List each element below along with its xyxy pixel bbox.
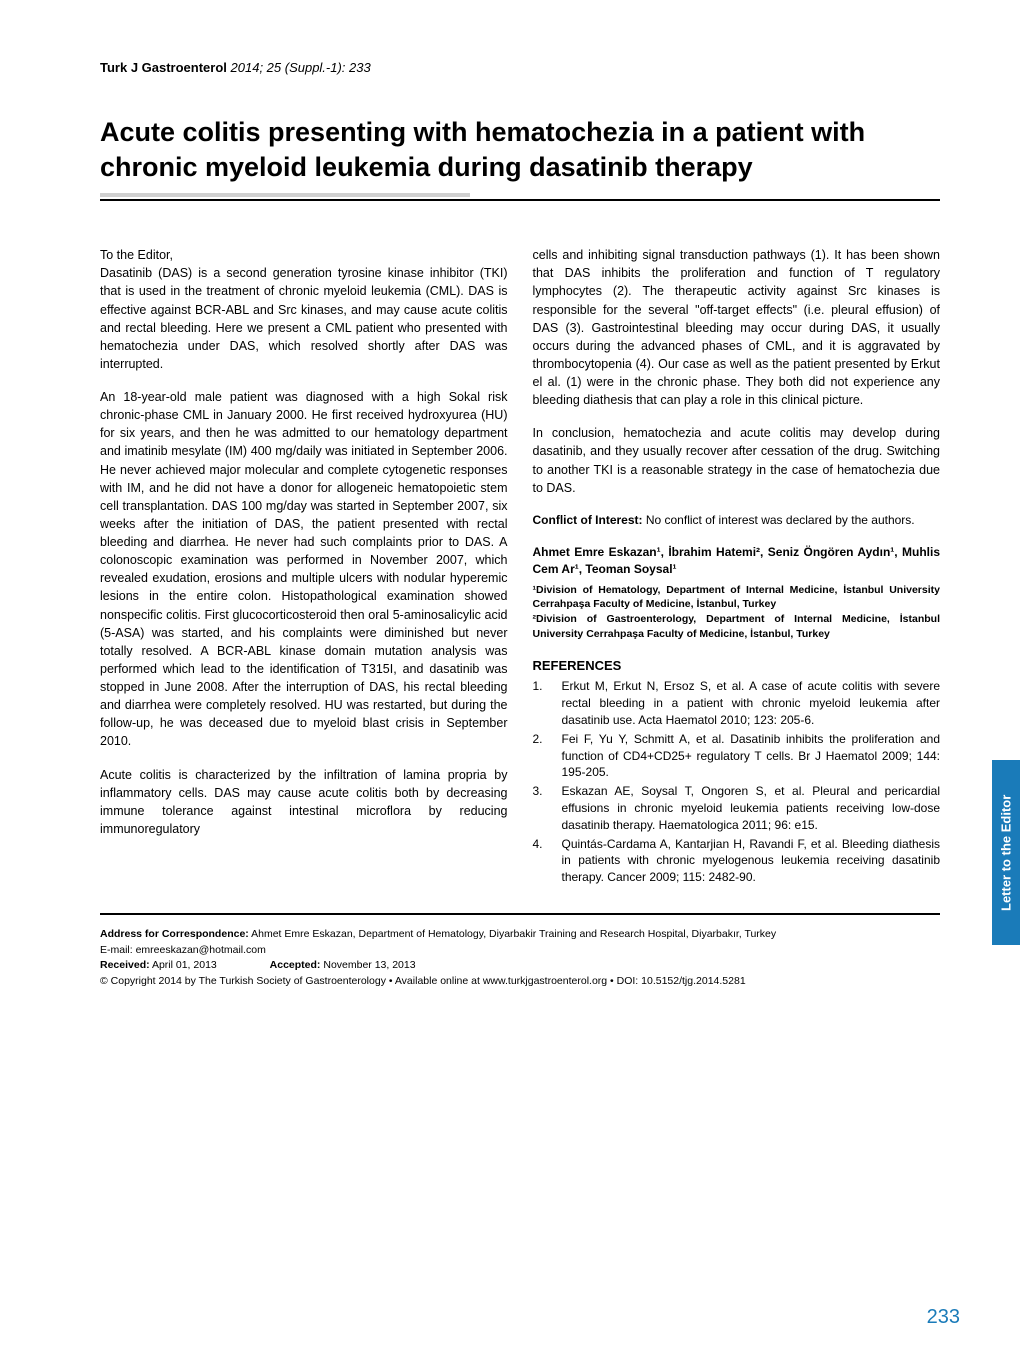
authors: Ahmet Emre Eskazan¹, İbrahim Hatemi², Se… — [533, 544, 941, 578]
title-separator — [100, 199, 940, 201]
paragraph-1: Dasatinib (DAS) is a second generation t… — [100, 264, 508, 373]
ref-num: 1. — [533, 678, 547, 728]
ref-num: 3. — [533, 783, 547, 833]
journal-info: 2014; 25 (Suppl.-1): 233 — [227, 60, 371, 75]
title-underline — [100, 193, 470, 197]
accepted-date: November 13, 2013 — [320, 959, 415, 971]
ref-num: 2. — [533, 731, 547, 781]
accepted-label: Accepted: — [270, 959, 321, 971]
copyright: © Copyright 2014 by The Turkish Society … — [100, 974, 940, 990]
journal-header: Turk J Gastroenterol 2014; 25 (Suppl.-1)… — [100, 60, 940, 75]
footer-separator — [100, 913, 940, 915]
salutation: To the Editor, — [100, 246, 508, 264]
journal-name: Turk J Gastroenterol — [100, 60, 227, 75]
page-number: 233 — [927, 1306, 960, 1329]
footer-email: E-mail: emreeskazan@hotmail.com — [100, 943, 940, 959]
conflict-text: No conflict of interest was declared by … — [643, 513, 915, 527]
ref-text: Eskazan AE, Soysal T, Ongoren S, et al. … — [562, 783, 941, 833]
paragraph-4: cells and inhibiting signal transduction… — [533, 246, 941, 409]
paragraph-2: An 18-year-old male patient was diagnose… — [100, 388, 508, 751]
affiliation-1: ¹Division of Hematology, Department of I… — [533, 583, 941, 612]
conflict-of-interest: Conflict of Interest: No conflict of int… — [533, 512, 941, 529]
references-list: 1. Erkut M, Erkut N, Ersoz S, et al. A c… — [533, 678, 941, 886]
ref-text: Quintás-Cardama A, Kantarjian H, Ravandi… — [562, 836, 941, 886]
left-column: To the Editor, Dasatinib (DAS) is a seco… — [100, 246, 508, 888]
article-title: Acute colitis presenting with hematochez… — [100, 115, 940, 185]
affiliation-2: ²Division of Gastroenterology, Departmen… — [533, 612, 941, 641]
ref-text: Erkut M, Erkut N, Ersoz S, et al. A case… — [562, 678, 941, 728]
side-tab: Letter to the Editor — [992, 760, 1020, 945]
correspondence-label: Address for Correspondence: — [100, 928, 249, 940]
paragraph-5: In conclusion, hematochezia and acute co… — [533, 424, 941, 497]
received-label: Received: — [100, 959, 150, 971]
paragraph-3: Acute colitis is characterized by the in… — [100, 766, 508, 839]
affiliations: ¹Division of Hematology, Department of I… — [533, 583, 941, 642]
references-heading: REFERENCES — [533, 657, 941, 676]
reference-item: 4. Quintás-Cardama A, Kantarjian H, Rava… — [533, 836, 941, 886]
conflict-label: Conflict of Interest: — [533, 513, 643, 527]
correspondence-text: Ahmet Emre Eskazan, Department of Hemato… — [249, 928, 776, 940]
footer: Address for Correspondence: Ahmet Emre E… — [100, 927, 940, 990]
ref-num: 4. — [533, 836, 547, 886]
right-column: cells and inhibiting signal transduction… — [533, 246, 941, 888]
reference-item: 3. Eskazan AE, Soysal T, Ongoren S, et a… — [533, 783, 941, 833]
reference-item: 1. Erkut M, Erkut N, Ersoz S, et al. A c… — [533, 678, 941, 728]
reference-item: 2. Fei F, Yu Y, Schmitt A, et al. Dasati… — [533, 731, 941, 781]
ref-text: Fei F, Yu Y, Schmitt A, et al. Dasatinib… — [562, 731, 941, 781]
received-date: April 01, 2013 — [150, 959, 217, 971]
content-columns: To the Editor, Dasatinib (DAS) is a seco… — [100, 246, 940, 888]
